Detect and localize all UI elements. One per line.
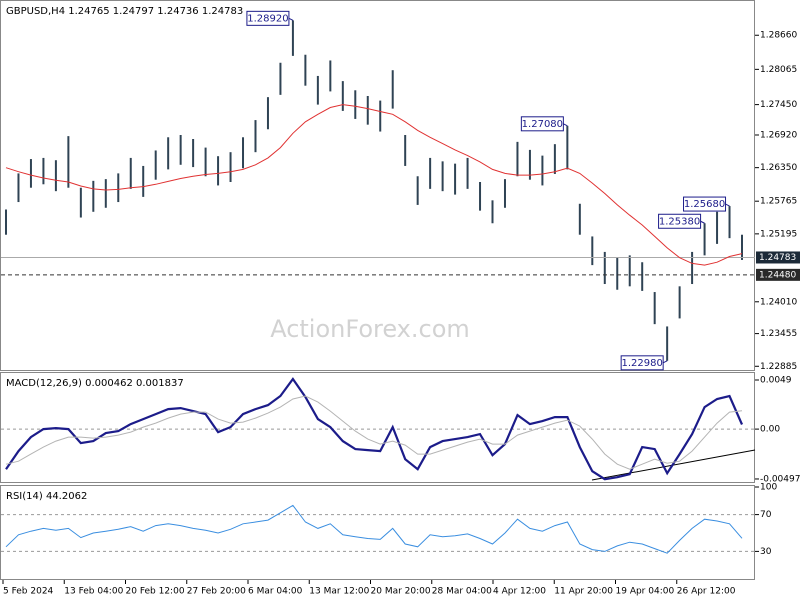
annotation-label: 1.28920 [247,13,288,24]
y-tick-label: 1.22885 [760,362,797,372]
series-line [5,104,743,266]
y-tick-label: -0.004978 [760,474,800,484]
y-tick-label: 0.0049 [760,376,792,386]
x-tick-label: 20 Feb 12:00 [126,587,185,597]
y-tick-label: 100 [760,483,777,493]
annotation-leader [563,123,568,127]
annotation-box [246,10,290,26]
x-tick-label: 4 Apr 12:00 [493,587,546,597]
y-tick-label: 1.27450 [760,100,797,110]
x-tick-label: 6 Mar 04:00 [248,587,303,597]
annotation-leader [725,203,730,207]
annotation-box [683,196,727,212]
annotation-label: 1.25680 [684,199,725,210]
annotation-leader [700,220,705,224]
price-tag-label: 1.24783 [759,253,796,263]
panel-title: RSI(14) 44.2062 [6,491,87,502]
y-tick-label: 1.26350 [760,163,797,173]
y-tick-label: 30 [760,547,772,557]
annotation-label: 1.25380 [659,216,700,227]
watermark: ActionForex.com [270,315,470,343]
price-tag [756,251,800,264]
x-tick-label: 13 Feb 04:00 [64,587,123,597]
price-tag-label: 1.24480 [759,270,796,280]
x-tick-label: 13 Mar 12:00 [309,587,369,597]
x-tick-label: 20 Mar 20:00 [371,587,431,597]
annotation-label: 1.27080 [522,119,563,130]
panel-title: MACD(12,26,9) 0.000462 0.001837 [6,378,184,389]
y-tick-label: 1.25195 [760,229,797,239]
x-tick-label: 19 Apr 04:00 [616,587,675,597]
y-tick-label: 1.28660 [760,31,797,41]
annotation-label: 1.22980 [621,358,662,369]
x-tick-label: 28 Mar 04:00 [432,587,492,597]
series-line [5,377,744,481]
x-tick-label: 27 Feb 20:00 [187,587,246,597]
annotation-leader [662,360,668,364]
y-tick-label: 1.24010 [760,297,797,307]
y-tick-label: 0.00 [760,425,780,435]
x-tick-label: 11 Apr 20:00 [554,587,613,597]
macd-panel [0,372,755,483]
y-tick-label: 1.26920 [760,130,797,140]
x-tick-label: 5 Feb 2024 [3,587,54,597]
x-tick-label: 26 Apr 12:00 [677,587,736,597]
y-tick-label: 70 [760,510,772,520]
y-tick-label: 1.23455 [760,329,797,339]
y-tick-label: 1.25765 [760,197,797,207]
annotation-box [520,116,564,132]
price-tag [756,268,800,281]
annotation-leader [288,17,294,21]
annotation-box [620,355,664,371]
price-panel [0,0,755,371]
series-line [5,395,743,470]
rsi-panel [0,485,755,580]
series-line [5,504,743,554]
annotation-box [658,213,702,229]
panel-title: GBPUSD,H4 1.24765 1.24797 1.24736 1.2478… [6,6,243,17]
y-tick-label: 1.28065 [760,65,797,75]
